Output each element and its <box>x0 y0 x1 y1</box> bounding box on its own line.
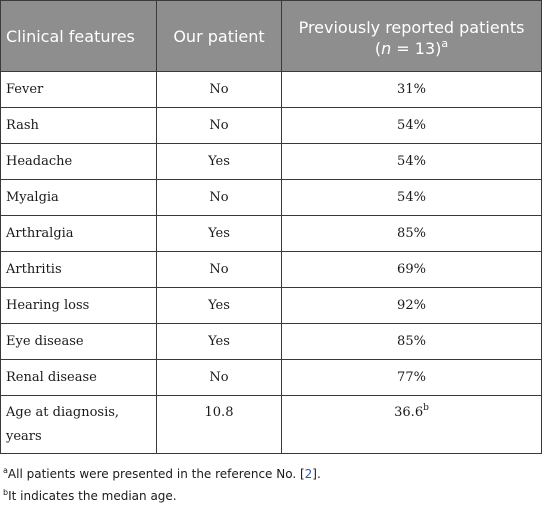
our-patient-cell: 10.8 <box>156 395 282 454</box>
our-patient-cell: No <box>156 179 282 216</box>
our-patient-cell: No <box>156 251 282 288</box>
our-patient-cell: Yes <box>156 215 282 252</box>
feature-cell: Arthritis <box>0 251 157 288</box>
table-row: Hearing loss Yes 92% <box>0 287 542 324</box>
header-previously-reported: Previously reported patients (n = 13)a <box>281 0 542 72</box>
our-patient-cell: Yes <box>156 287 282 324</box>
footnote-marker-b: b <box>423 403 429 413</box>
header-previous-line1: Previously reported patients <box>298 18 525 37</box>
table-row: Myalgia No 54% <box>0 179 542 216</box>
previous-cell: 36.6b <box>281 395 542 454</box>
footnote-a: aAll patients were presented in the refe… <box>3 463 542 485</box>
table-row: Fever No 31% <box>0 71 542 108</box>
feature-cell: Hearing loss <box>0 287 157 324</box>
table-row: Age at diagnosis, years 10.8 36.6b <box>0 395 542 454</box>
footnote-a-text: All patients were presented in the refer… <box>7 467 305 481</box>
previous-value: 36.6 <box>394 405 424 420</box>
previous-cell: 77% <box>281 359 542 396</box>
previous-cell: 85% <box>281 215 542 252</box>
reference-link[interactable]: 2 <box>304 467 313 481</box>
previous-cell: 54% <box>281 107 542 144</box>
previous-cell: 54% <box>281 143 542 180</box>
previous-cell: 69% <box>281 251 542 288</box>
footnote-b-text: It indicates the median age. <box>8 489 177 503</box>
feature-cell: Rash <box>0 107 157 144</box>
previous-cell: 54% <box>281 179 542 216</box>
table-row: Arthritis No 69% <box>0 251 542 288</box>
table-body: Fever No 31% Rash No 54% Headache Yes 54… <box>0 71 542 454</box>
our-patient-cell: No <box>156 359 282 396</box>
header-clinical-features: Clinical features <box>0 0 157 72</box>
feature-cell: Eye disease <box>0 323 157 360</box>
previous-cell: 92% <box>281 287 542 324</box>
feature-cell: Fever <box>0 71 157 108</box>
our-patient-cell: Yes <box>156 143 282 180</box>
table-row: Eye disease Yes 85% <box>0 323 542 360</box>
footnote-a-mark: a <box>3 466 8 475</box>
previous-cell: 85% <box>281 323 542 360</box>
table-row: Arthralgia Yes 85% <box>0 215 542 252</box>
header-previous-count: = 13) <box>391 39 442 58</box>
our-patient-cell: No <box>156 107 282 144</box>
feature-cell: Arthralgia <box>0 215 157 252</box>
feature-cell: Myalgia <box>0 179 157 216</box>
table-row: Renal disease No 77% <box>0 359 542 396</box>
feature-cell: Headache <box>0 143 157 180</box>
clinical-features-table: Clinical features Our patient Previously… <box>0 0 542 454</box>
feature-cell: Renal disease <box>0 359 157 396</box>
table-footnotes: aAll patients were presented in the refe… <box>0 463 542 507</box>
table-header: Clinical features Our patient Previously… <box>0 0 542 72</box>
feature-cell: Age at diagnosis, years <box>0 395 157 454</box>
table-row: Rash No 54% <box>0 107 542 144</box>
previous-cell: 31% <box>281 71 542 108</box>
header-previous-open: ( <box>374 39 382 58</box>
footnote-b: bIt indicates the median age. <box>3 485 542 507</box>
our-patient-cell: Yes <box>156 323 282 360</box>
header-previous-n: n <box>381 39 392 58</box>
our-patient-cell: No <box>156 71 282 108</box>
header-footnote-marker-a: a <box>441 37 449 50</box>
header-row: Clinical features Our patient Previously… <box>0 0 542 72</box>
table-row: Headache Yes 54% <box>0 143 542 180</box>
footnote-a-end: ]. <box>312 467 321 481</box>
header-our-patient: Our patient <box>156 0 282 72</box>
